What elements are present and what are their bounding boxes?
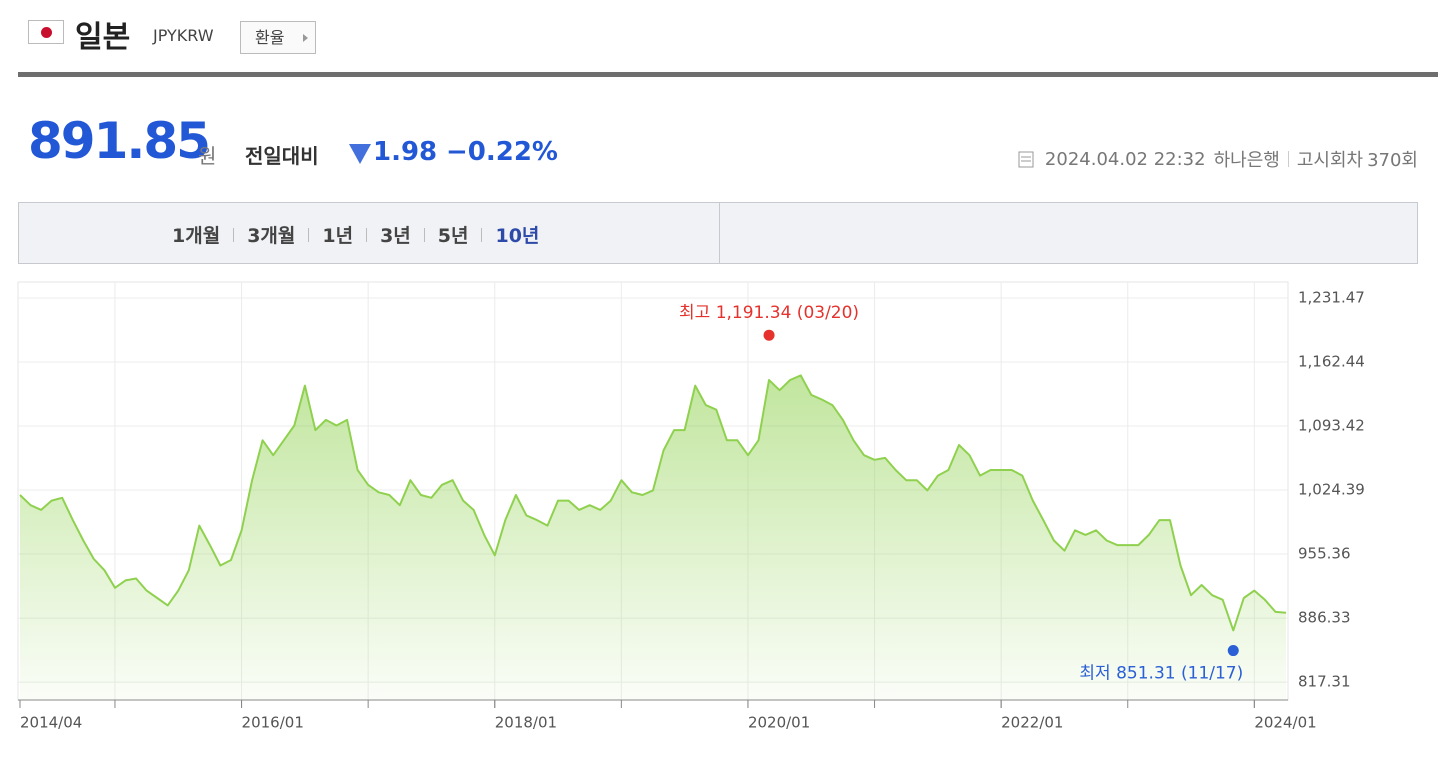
period-tab[interactable]: 1년 (322, 225, 354, 247)
period-tab[interactable]: 5년 (437, 225, 469, 247)
period-tab[interactable]: 3년 (380, 225, 411, 247)
datetime: 2024.04.02 22:32 (1044, 148, 1206, 170)
x-tick-label: 2020/01 (748, 714, 810, 732)
y-tick-label: 1,231.47 (1298, 288, 1365, 306)
y-tick-label: 1,093.42 (1298, 417, 1365, 435)
notice-count: 370회 (1367, 150, 1418, 171)
tab-separator (481, 227, 483, 242)
flag-icon (28, 20, 64, 44)
y-tick-label: 955.36 (1298, 545, 1351, 563)
tab-list: 1개월 3개월 1년 3년 5년 10년 (159, 221, 552, 248)
price-line (19, 374, 1287, 632)
extreme-marker (1227, 645, 1239, 657)
x-tick-label: 2014/04 (20, 714, 82, 732)
period-tab[interactable]: 10년 (495, 225, 540, 247)
period-tabs: 1개월 3개월 1년 3년 5년 10년 (18, 202, 1418, 264)
notice-label: 고시회차 (1296, 150, 1364, 171)
bank: 하나은행 (1213, 150, 1280, 171)
price: 891.85 (28, 112, 211, 170)
down-arrow (349, 144, 371, 164)
calendar-icon (1018, 151, 1034, 168)
tab-separator (233, 227, 235, 242)
country-name: 일본 (75, 20, 131, 55)
y-tick-label: 1,024.39 (1298, 481, 1365, 499)
x-tick-label: 2024/01 (1254, 714, 1316, 732)
button-label[interactable]: 환율 (255, 28, 285, 47)
change-percent: −0.22% (446, 137, 558, 167)
annotation: 최저 851.31 (11/17) (1079, 664, 1243, 684)
tab-separator (366, 227, 368, 242)
x-tick-label: 2018/01 (495, 714, 557, 732)
extreme-marker (763, 329, 775, 341)
y-tick-label: 1,162.44 (1298, 353, 1365, 371)
rate-button[interactable]: 환율 (240, 21, 316, 54)
price-unit: 원 (198, 144, 217, 168)
tab-separator (308, 227, 310, 242)
change-label: 전일대비 (245, 144, 319, 168)
divider (18, 72, 1438, 77)
quote-info: 2024.04.02 22:32 하나은행 고시회차 370회 (1017, 146, 1418, 172)
period-tab[interactable]: 3개월 (247, 225, 296, 247)
annotation: 최고 1,191.34 (03/20) (679, 303, 859, 323)
currency-code: JPYKRW (153, 26, 214, 45)
period-tab[interactable]: 1개월 (172, 225, 221, 247)
x-tick-label: 2022/01 (1001, 714, 1063, 732)
x-tick-label: 2016/01 (242, 714, 304, 732)
tab-separator (423, 227, 425, 242)
change-value: 1.98 (373, 137, 438, 167)
y-tick-label: 886.33 (1298, 609, 1351, 627)
y-tick-label: 817.31 (1298, 673, 1351, 691)
